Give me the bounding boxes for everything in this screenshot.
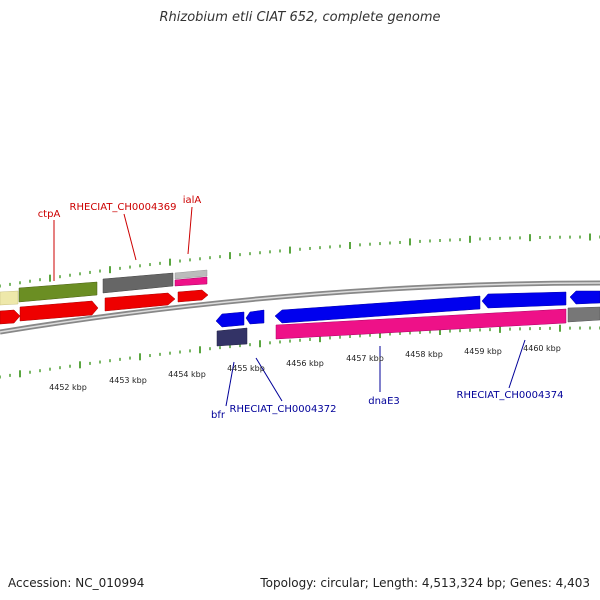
scale-label: 4459 kbp bbox=[464, 347, 502, 356]
gene-ialA[interactable] bbox=[174, 276, 208, 287]
gene-ctpA[interactable] bbox=[18, 281, 98, 303]
scale-label: 4452 kbp bbox=[49, 383, 87, 392]
topology-label: Topology: circular; Length: 4,513,324 bp… bbox=[260, 576, 590, 590]
gene-RHECIAT_CH0004369[interactable] bbox=[102, 272, 174, 294]
label-ialA[interactable]: ialA bbox=[183, 195, 202, 206]
gene-red-3[interactable] bbox=[104, 292, 176, 312]
label-bfr[interactable]: bfr bbox=[211, 410, 226, 421]
scale-label: 4457 kbp bbox=[346, 354, 384, 363]
label-RHECIAT_CH0004369[interactable]: RHECIAT_CH0004369 bbox=[70, 202, 177, 213]
upper-labels: ctpA RHECIAT_CH0004369 ialA bbox=[38, 195, 202, 220]
gene-dnaE3[interactable] bbox=[274, 295, 481, 324]
label-dnaE3[interactable]: dnaE3 bbox=[368, 396, 400, 407]
gene-magenta-big[interactable] bbox=[275, 308, 567, 340]
genome-title: Rhizobium etli CIAT 652, complete genome bbox=[159, 10, 441, 25]
lower-gene-track bbox=[215, 290, 600, 347]
gene-cream[interactable] bbox=[0, 290, 19, 306]
gene-red-4[interactable] bbox=[177, 289, 209, 303]
scale-labels: 4452 kbp 4453 kbp 4454 kbp 4455 kbp 4456… bbox=[49, 344, 561, 392]
accession-label: Accession: NC_010994 bbox=[8, 576, 145, 590]
label-leaders bbox=[53, 206, 526, 407]
scale-label: 4456 kbp bbox=[286, 359, 324, 368]
upper-gene-track bbox=[0, 269, 209, 325]
label-ctpA[interactable]: ctpA bbox=[38, 209, 61, 220]
outer-tick-ring bbox=[0, 233, 600, 288]
gene-grey-right[interactable] bbox=[567, 306, 600, 323]
scale-label: 4455 kbp bbox=[227, 364, 265, 373]
gene-bfr[interactable] bbox=[215, 311, 245, 328]
scale-label: 4453 kbp bbox=[109, 376, 147, 385]
genome-backbone bbox=[0, 280, 600, 335]
gene-red-2[interactable] bbox=[19, 300, 99, 322]
label-RHECIAT_CH0004372[interactable]: RHECIAT_CH0004372 bbox=[230, 404, 337, 415]
lower-labels: bfr RHECIAT_CH0004372 dnaE3 RHECIAT_CH00… bbox=[211, 390, 563, 421]
scale-label: 4454 kbp bbox=[168, 370, 206, 379]
inner-tick-ring bbox=[0, 324, 600, 379]
gene-RHECIAT_CH0004374[interactable] bbox=[481, 291, 567, 309]
scale-label: 4458 kbp bbox=[405, 350, 443, 359]
label-RHECIAT_CH0004374[interactable]: RHECIAT_CH0004374 bbox=[457, 390, 564, 401]
scale-label: 4460 kbp bbox=[523, 344, 561, 353]
gene-RHECIAT_CH0004372-blue[interactable] bbox=[245, 309, 265, 325]
gene-red-1[interactable] bbox=[0, 309, 21, 325]
gene-blue-right[interactable] bbox=[569, 290, 600, 305]
gene-bfr-navy[interactable] bbox=[216, 327, 248, 347]
gene-ialA-grey[interactable] bbox=[174, 269, 208, 280]
